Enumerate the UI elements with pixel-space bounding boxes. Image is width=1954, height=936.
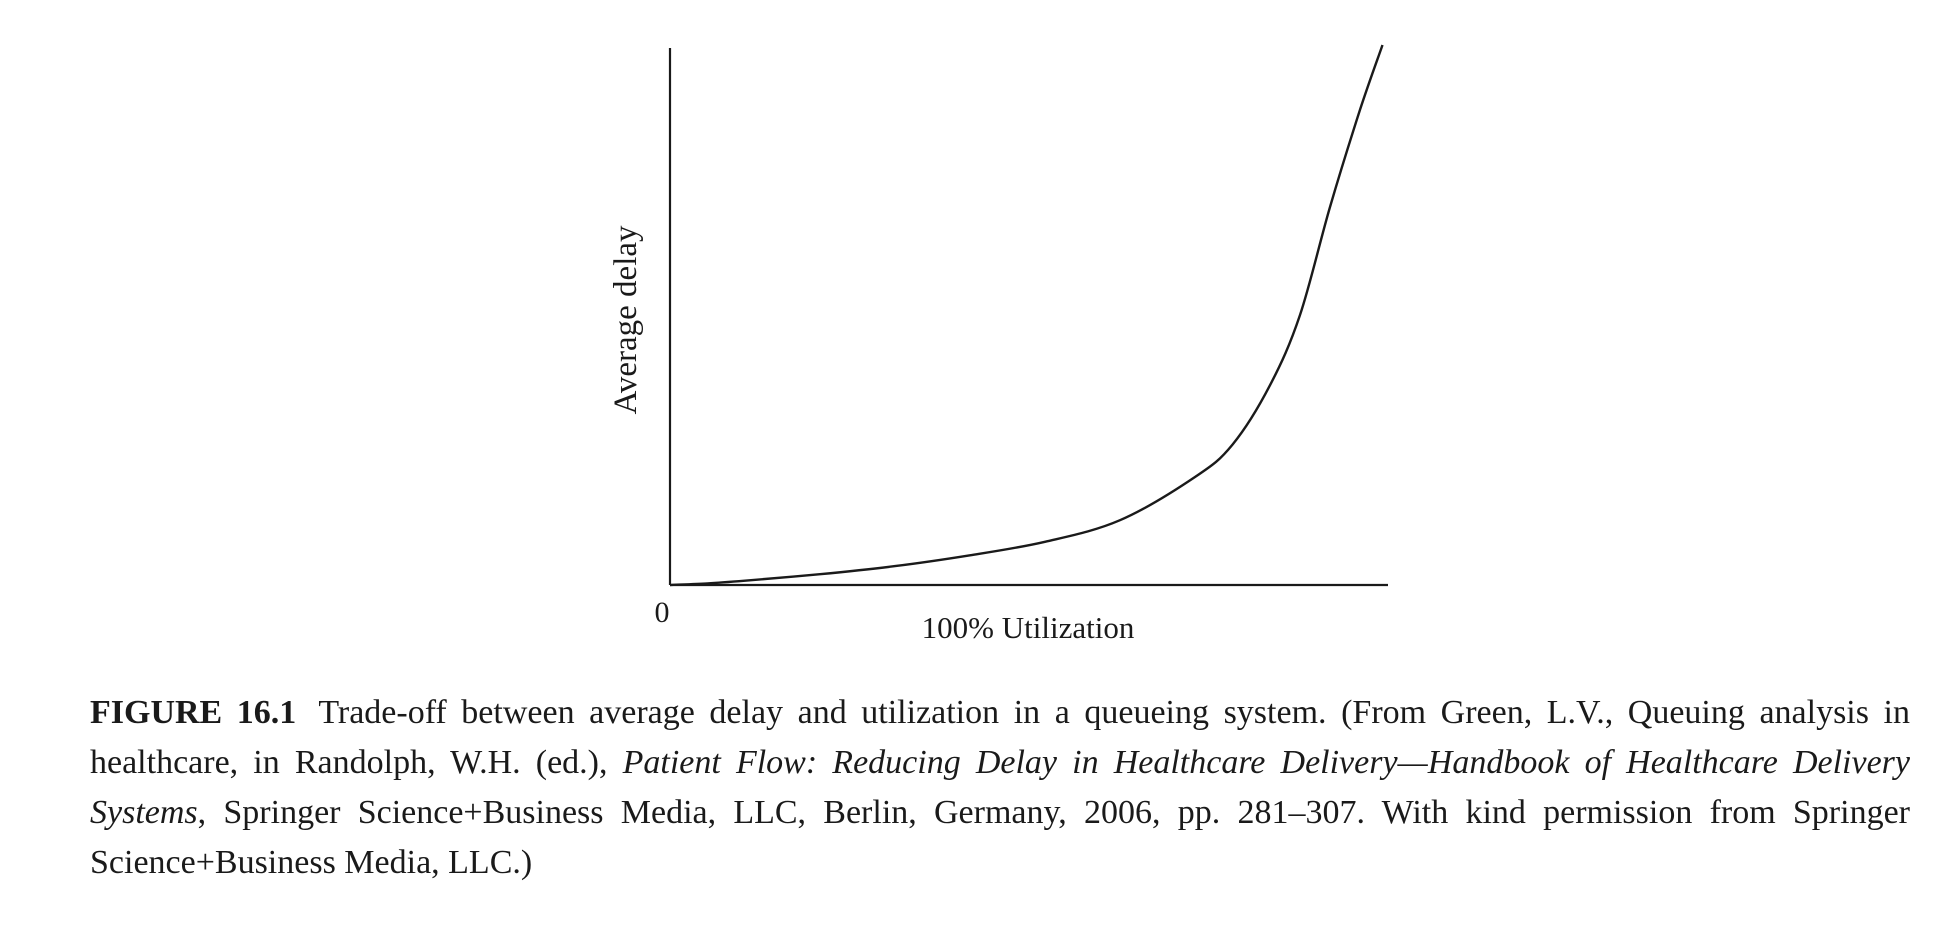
caption-text: Trade-off between average delay and util…: [90, 694, 1911, 781]
y-axis-label: Average delay: [608, 225, 644, 415]
figure-label: FIGURE 16.1: [90, 694, 297, 731]
chart: 0 100% Utilization Average delay: [608, 44, 1388, 645]
figure-caption: FIGURE 16.1 Trade-off between average del…: [90, 688, 1910, 888]
x-axis-label: 100% Utilization: [922, 610, 1135, 645]
caption-book-title: Patient Flow: Reducing Delay in Healthca…: [90, 744, 1910, 831]
caption-text-end: , Springer Science+Business Media, LLC, …: [90, 794, 1910, 881]
delay-curve: [669, 44, 1384, 587]
x-origin-label: 0: [655, 596, 670, 629]
